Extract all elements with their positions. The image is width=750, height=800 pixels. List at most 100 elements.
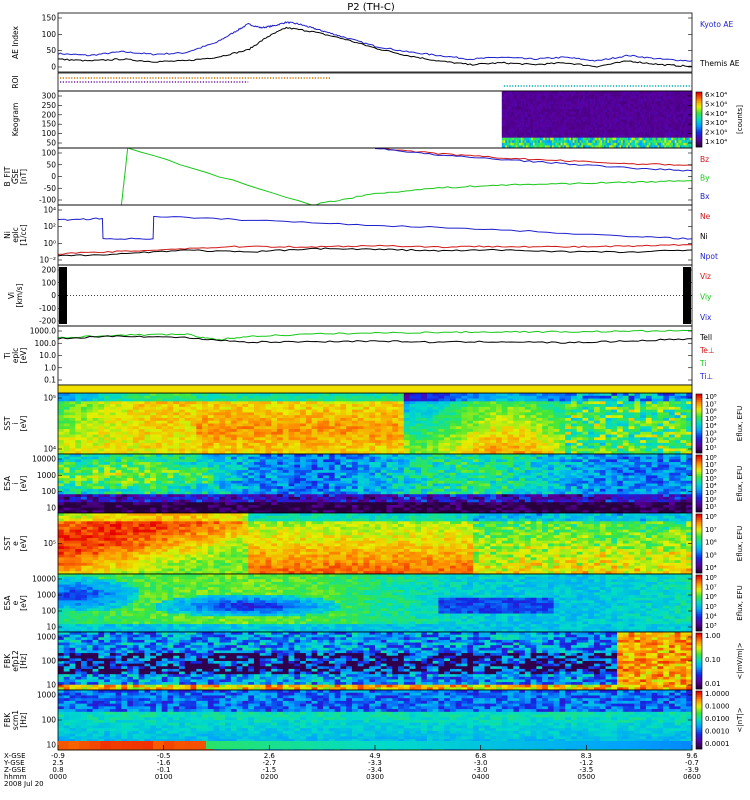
ae-frame (57, 12, 693, 73)
panel-ylabel: i (11, 482, 20, 484)
panel-ylabel: SST (3, 416, 12, 431)
series-ti (57, 329, 693, 341)
keogram-spectrogram (501, 91, 693, 149)
panel-ylabel: [Hz] (19, 653, 28, 669)
y-tick-label: 1000 (37, 633, 56, 642)
y-tick-label: 10 (46, 681, 56, 690)
colorbar-label: 6×10⁴ (705, 91, 727, 99)
panel-ylabel: FBK (3, 712, 12, 727)
panel-ylabel: i (11, 422, 20, 424)
y-tick-label: 1000 (37, 591, 56, 600)
y-tick-label: 10 (46, 504, 56, 513)
ephemeris-row-label: Y-GSE (3, 759, 25, 767)
colorbar-label: 10⁸ (705, 574, 717, 582)
colorbar-label: 0.0100 (705, 715, 730, 723)
colorbar-label: 10⁷ (705, 526, 717, 534)
y-tick-label: -50 (44, 184, 56, 193)
velocity-burst (683, 267, 691, 324)
y-tick-label: 10⁵ (43, 539, 56, 548)
colorbar-label: 0.10 (705, 656, 721, 664)
y-tick-label: 100 (42, 716, 57, 725)
colorbar-label: 10³ (705, 429, 717, 437)
y-tick-label: 10² (43, 222, 56, 231)
y-tick-label: 0 (51, 172, 56, 181)
colorbar-label: 3×10⁴ (705, 119, 727, 127)
panel-ylabel: [Hz] (19, 712, 28, 728)
legend-entry: Ti (699, 359, 706, 368)
y-tick-label: 100.0 (35, 339, 57, 348)
colorbar-label: 10⁵ (705, 415, 717, 423)
y-tick-label: 10 (46, 623, 56, 632)
colorbar-title: [counts] (736, 105, 744, 134)
fbk-e-spectrogram (58, 632, 693, 691)
colorbar-title: Eflux, EFU (736, 466, 744, 501)
y-tick-label: 10⁰ (43, 239, 56, 248)
temperature-frame (57, 325, 693, 386)
series-npot (57, 215, 693, 240)
panel-ylabel: [eV] (19, 536, 28, 552)
colorbar-label: 10¹ (705, 444, 717, 452)
x-tick-label: -0.5 (157, 752, 171, 760)
x-tick-label: -3.9 (685, 766, 699, 774)
panel-ylabel: [eV] (19, 416, 28, 432)
colorbar-label: 10² (705, 496, 717, 504)
y-tick-label: 1000 (37, 471, 56, 480)
panel-ylabel: eplc (11, 348, 20, 364)
x-axis: -0.92.50.80000-0.5-1.6-0.101002.6-2.7-1.… (3, 745, 701, 788)
colorbar-label: 1.00 (705, 632, 721, 640)
legend-entry: Npot (700, 252, 718, 261)
colorbar-label: 10² (705, 437, 717, 445)
colorbar-title: Eflux, EFU (736, 585, 744, 620)
colorbar-label: 10⁶ (705, 468, 717, 476)
legend-entry: Vix (700, 313, 712, 322)
legend-entry: Kyoto AE (700, 20, 733, 29)
colorbar-label: 10⁵ (705, 603, 717, 611)
series-themis-ae (57, 26, 693, 68)
x-tick-label: 0100 (155, 773, 173, 781)
panel-ylabel: eplc (11, 227, 20, 243)
x-tick-label: 0400 (472, 773, 490, 781)
y-tick-label: -200 (39, 317, 56, 326)
panel-ylabel: e (11, 541, 20, 546)
legend-entry: Te⊥ (699, 346, 714, 355)
sst-ion-spectrogram (58, 393, 693, 455)
bottom-strip (58, 741, 693, 749)
y-tick-label: 10 (46, 741, 56, 750)
colorbar-label: 0.1000 (705, 703, 730, 711)
legend-entry: By (700, 174, 710, 183)
colorbar-label: 10⁶ (705, 593, 717, 601)
fbk-e-colorbar: 1.00 0.10 0.01 <|mV/m|> (695, 632, 744, 690)
colorbar-label: 10⁷ (705, 461, 717, 469)
y-tick-label: 300 (42, 92, 57, 101)
y-tick-label: 0.1 (44, 376, 56, 385)
panel-ylabel: [1/cc] (19, 224, 28, 245)
panel-ylabel: scm1 (11, 710, 20, 730)
x-tick-label: -3.4 (368, 766, 382, 774)
colorbar-label: 2×10⁴ (705, 129, 727, 137)
y-tick-label: 100 (42, 149, 57, 158)
esa-ion-spectrogram (58, 454, 693, 514)
panel-ylabel: Ti (3, 352, 12, 359)
ephemeris-row-label: hhmm (4, 773, 27, 781)
mode-bar (58, 385, 692, 393)
colorbar-label: 5×10⁴ (705, 100, 727, 108)
colorbar-label: 10³ (705, 622, 717, 630)
series-tell (57, 335, 692, 344)
y-tick-label: 100 (42, 487, 57, 496)
colorbar-label: 1.0000 (705, 690, 730, 698)
panel-ylabel: Keogram (11, 103, 20, 137)
colorbar-title: Eflux, EFU (736, 526, 744, 561)
x-tick-label: -0.7 (685, 759, 699, 767)
series-ni (57, 247, 693, 257)
series-kyoto-ae (57, 21, 693, 62)
y-tick-label: 200 (42, 266, 57, 275)
y-tick-label: 10.0 (39, 351, 56, 360)
colorbar-label: 10⁷ (705, 584, 717, 592)
x-tick-label: 0500 (577, 773, 595, 781)
x-tick-label: -1.6 (157, 759, 171, 767)
colorbar-label: 4×10⁴ (705, 110, 727, 118)
x-tick-label: 4.9 (369, 752, 380, 760)
series-ne (57, 243, 693, 255)
